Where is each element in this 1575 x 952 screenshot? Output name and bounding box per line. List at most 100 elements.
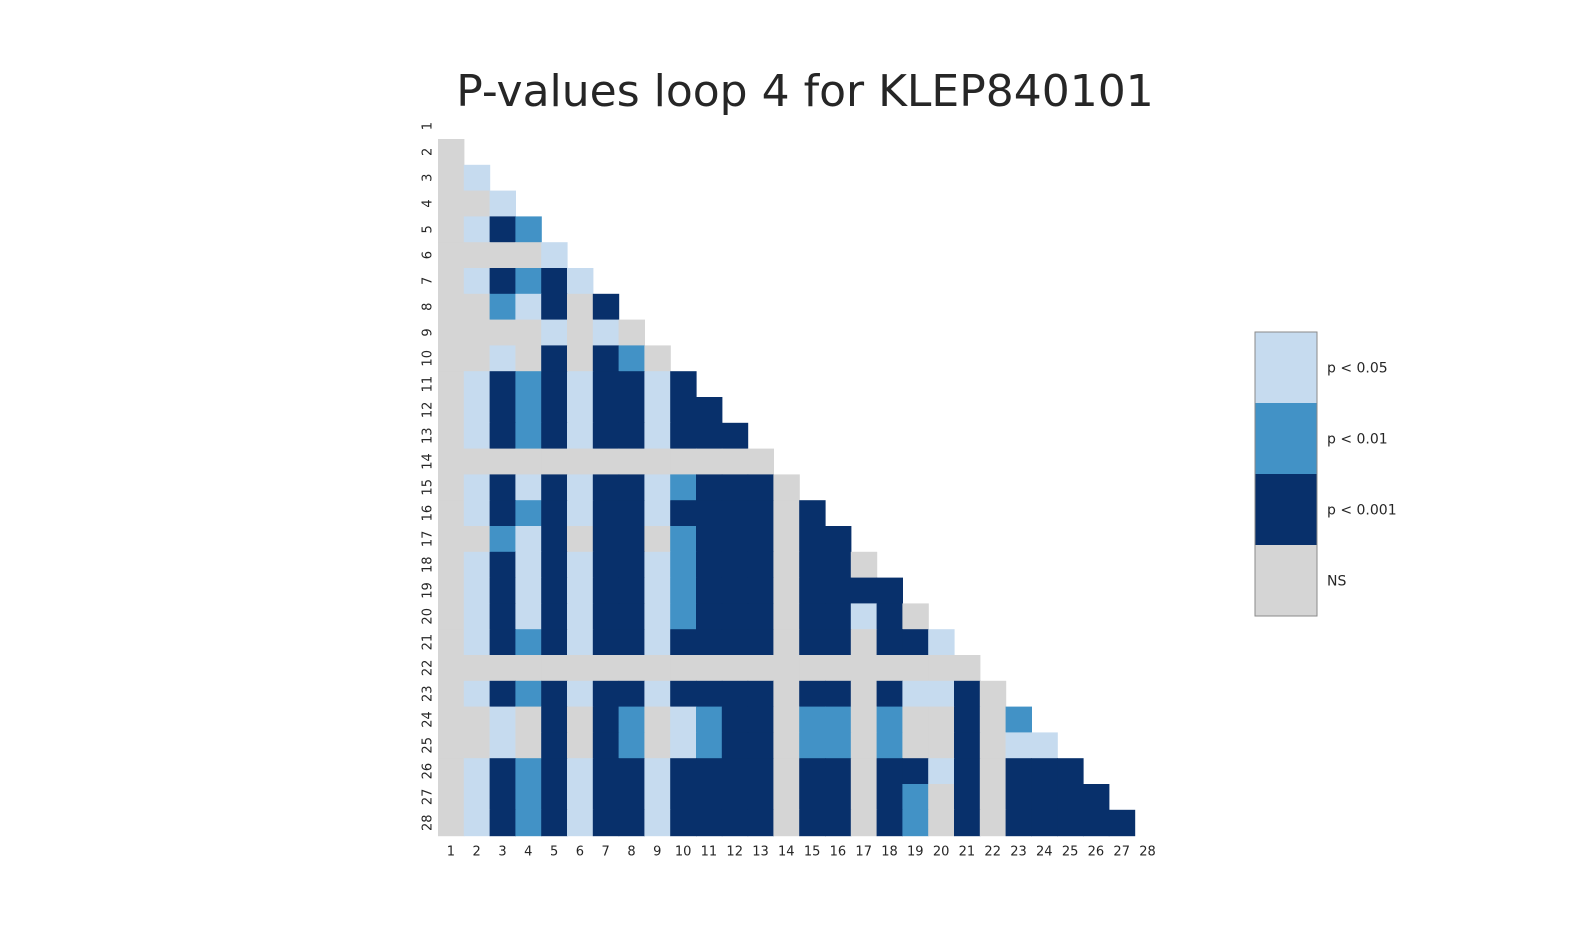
x-tick-label: 20 (933, 845, 950, 860)
heatmap-cell-r18-c9 (644, 551, 671, 579)
heatmap-cell-r26-c15 (799, 758, 826, 785)
heatmap-cell-r18-c17 (850, 551, 878, 579)
legend-swatch (1255, 332, 1317, 404)
heatmap-cell-r28-c20 (928, 809, 955, 837)
x-tick-label: 12 (726, 845, 743, 860)
heatmap-cell-r28-c18 (876, 809, 903, 837)
heatmap-cell-r24-c1 (438, 706, 465, 733)
x-tick-label: 28 (1139, 845, 1156, 860)
heatmap-cell-r14-c6 (567, 448, 594, 475)
heatmap-cell-r10-c1 (438, 345, 465, 372)
heatmap-cell-r12-c1 (438, 397, 465, 424)
heatmap-cell-r24-c6 (567, 706, 594, 733)
heatmap-cell-r6-c3 (489, 242, 516, 269)
heatmap-cell-r6-c5 (541, 242, 568, 269)
heatmap-cell-r11-c1 (438, 371, 465, 398)
x-tick-label: 9 (653, 845, 661, 860)
heatmap-cell-r27-c23 (1005, 784, 1032, 811)
heatmap-cell-r26-c2 (463, 758, 491, 785)
heatmap-cell-r25-c12 (721, 732, 749, 759)
heatmap-cell-r27-c10 (670, 784, 697, 811)
heatmap-cell-r25-c5 (541, 732, 568, 759)
x-tick-label: 2 (473, 845, 481, 860)
heatmap-cell-r27-c13 (747, 784, 774, 811)
heatmap-cell-r19-c14 (773, 577, 800, 604)
heatmap-cell-r14-c12 (721, 448, 749, 475)
y-tick-label: 25 (421, 737, 436, 754)
heatmap-cell-r22-c5 (541, 655, 568, 682)
heatmap-cell-r15-c5 (541, 474, 568, 501)
heatmap-cell-r16-c9 (644, 500, 671, 527)
heatmap-cell-r23-c16 (825, 680, 852, 708)
x-tick-label: 8 (627, 845, 635, 860)
heatmap-cell-r21-c2 (463, 629, 491, 656)
x-tick-label: 14 (778, 845, 795, 860)
heatmap-cell-r27-c20 (928, 784, 955, 811)
heatmap-cell-r9-c3 (489, 319, 516, 346)
heatmap-cell-r12-c9 (644, 397, 671, 424)
heatmap-cell-r8-c4 (515, 293, 542, 321)
heatmap-cell-r18-c11 (696, 551, 723, 579)
heatmap-cell-r13-c7 (592, 422, 620, 450)
heatmap-cell-r11-c2 (463, 371, 491, 398)
y-tick-label: 13 (421, 427, 436, 444)
heatmap-cell-r22-c1 (438, 655, 465, 682)
y-tick-label: 12 (421, 402, 436, 419)
heatmap-cell-r9-c1 (438, 319, 465, 346)
heatmap-cell-r21-c3 (489, 629, 516, 656)
heatmap-cell-r28-c15 (799, 809, 826, 837)
heatmap-cell-r19-c18 (876, 577, 903, 604)
heatmap-cell-r20-c14 (773, 603, 800, 630)
heatmap-cell-r19-c11 (696, 577, 723, 604)
x-tick-labels: 1 2 3 4 5 6 7 8 9 10 11 12 13 14 15 16 17 18 19 20 21 22 23 24 2… (447, 845, 1156, 860)
heatmap-cell-r26-c13 (747, 758, 774, 785)
heatmap-cell-r28-c13 (747, 809, 774, 837)
heatmap-cell-r20-c13 (747, 603, 774, 630)
heatmap-cell-r11-c10 (670, 371, 697, 398)
heatmap-cell-r17-c6 (567, 526, 594, 553)
y-tick-label: 14 (421, 453, 436, 470)
x-tick-label: 24 (1036, 845, 1053, 860)
heatmap-cell-r20-c4 (515, 603, 542, 630)
heatmap-cell-r19-c4 (515, 577, 542, 604)
heatmap-cell-r18-c13 (747, 551, 774, 579)
heatmap-cell-r17-c14 (773, 526, 800, 553)
heatmap-cell-r26-c3 (489, 758, 516, 785)
heatmap-cell-r17-c13 (747, 526, 774, 553)
x-tick-label: 26 (1088, 845, 1105, 860)
heatmap-cell-r25-c6 (567, 732, 594, 759)
heatmap-cell-r23-c6 (567, 680, 594, 708)
heatmap-cell-r26-c5 (541, 758, 568, 785)
heatmap-cell-r21-c7 (592, 629, 620, 656)
heatmap-cell-r16-c14 (773, 500, 800, 527)
heatmap-cell-r9-c4 (515, 319, 542, 346)
heatmap-cell-r27-c24 (1031, 784, 1058, 811)
y-tick-label: 18 (421, 556, 436, 573)
heatmap-cell-r26-c17 (850, 758, 878, 785)
heatmap-cell-r27-c3 (489, 784, 516, 811)
heatmap-cell-r25-c17 (850, 732, 878, 759)
heatmap-cell-r12-c5 (541, 397, 568, 424)
heatmap-cell-r17-c8 (618, 526, 645, 553)
heatmap-cell-r16-c12 (721, 500, 749, 527)
heatmap-cell-r26-c9 (644, 758, 671, 785)
heatmap-cell-r21-c17 (850, 629, 878, 656)
heatmap-cell-r16-c4 (515, 500, 542, 527)
heatmap-cell-r22-c12 (721, 655, 749, 682)
heatmap-cell-r27-c14 (773, 784, 800, 811)
heatmap-cell-r7-c1 (438, 268, 465, 295)
heatmap-cell-r24-c20 (928, 706, 955, 733)
heatmap-cell-r24-c22 (979, 706, 1007, 733)
heatmap-cell-r27-c12 (721, 784, 749, 811)
y-tick-label: 7 (421, 277, 436, 285)
heatmap-cell-r24-c13 (747, 706, 774, 733)
heatmap-cell-r13-c2 (463, 422, 491, 450)
heatmap-cell-r26-c21 (954, 758, 981, 785)
heatmap-cell-r26-c12 (721, 758, 749, 785)
heatmap-cell-r7-c2 (463, 268, 491, 295)
heatmap-cell-r12-c11 (696, 397, 723, 424)
heatmap-cell-r23-c3 (489, 680, 516, 708)
heatmap-cell-r21-c18 (876, 629, 903, 656)
heatmap-cell-r16-c8 (618, 500, 645, 527)
heatmap-cell-r20-c8 (618, 603, 645, 630)
